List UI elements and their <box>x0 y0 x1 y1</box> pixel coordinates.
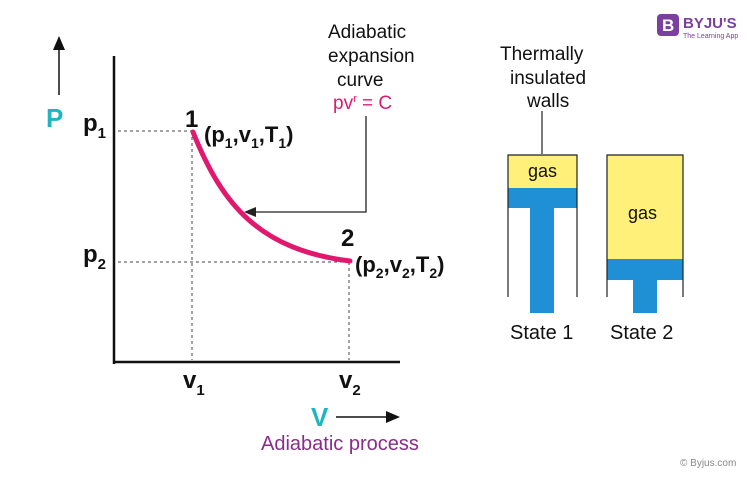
walls-label-line-1: Thermally <box>500 44 584 65</box>
v1-label: v1 <box>183 367 205 399</box>
state1-piston-head <box>508 188 577 208</box>
state1-piston-rod <box>530 208 554 313</box>
brand-tagline: The Learning App <box>683 33 738 40</box>
annotation-line-2: expansion <box>328 46 415 67</box>
walls-label-line-3: walls <box>526 91 569 112</box>
y-arrow-head <box>53 36 65 50</box>
annotation-line-3: curve <box>337 70 383 91</box>
walls-label-line-2: insulated <box>510 68 586 89</box>
brand-logo-mark <box>657 14 679 36</box>
brand-logo-glyph: B <box>662 16 674 35</box>
annotation-equation: pvr = C <box>333 93 392 114</box>
point2-number: 2 <box>341 225 354 252</box>
state1-walls <box>507 154 578 297</box>
annotation-line-1: Adiabatic <box>328 22 406 43</box>
state2-label: State 2 <box>610 322 673 344</box>
x-axis-symbol: V <box>311 402 329 432</box>
adiabatic-curve <box>190 129 353 264</box>
state1-gas-label: gas <box>528 161 557 181</box>
state2-piston-head <box>607 259 683 280</box>
state1-gas <box>508 155 577 188</box>
state2-walls <box>606 154 684 297</box>
v2-label: v2 <box>339 367 361 399</box>
brand-logo: B BYJU'S The Learning App <box>657 14 738 40</box>
process-label: Adiabatic process <box>261 433 419 455</box>
state2-piston-rod <box>633 280 657 313</box>
copyright: © Byjus.com <box>680 458 736 469</box>
y-axis-symbol: P <box>46 103 63 133</box>
point2-state: (p2,v2,T2) <box>355 252 444 281</box>
annotation-pointer-head <box>244 207 256 217</box>
p1-label: p1 <box>83 110 106 142</box>
state1-cylinder <box>507 154 578 313</box>
brand-name: BYJU'S <box>683 15 737 32</box>
state2-gas <box>607 155 683 259</box>
annotation-pointer-line <box>254 116 367 213</box>
state1-label: State 1 <box>510 322 573 344</box>
state2-cylinder <box>606 154 684 313</box>
x-arrow-head <box>386 411 400 423</box>
point1-number: 1 <box>185 106 198 133</box>
p2-label: p2 <box>83 241 106 273</box>
state2-gas-label: gas <box>628 203 657 223</box>
point1-state: (p1,v1,T1) <box>204 122 293 151</box>
